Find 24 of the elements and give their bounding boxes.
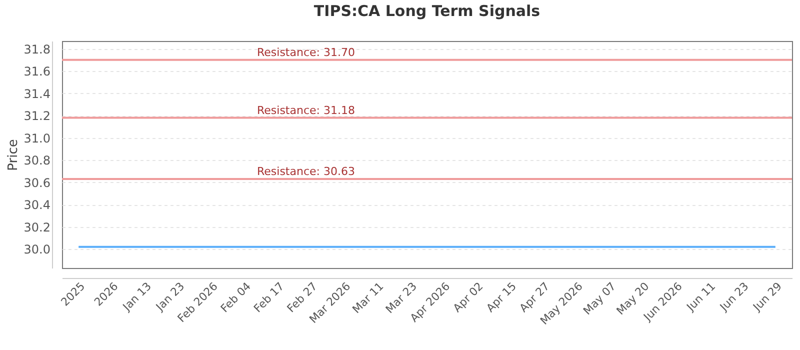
chart-title: TIPS:CA Long Term Signals	[314, 2, 540, 20]
x-tick-label: Jun 23	[716, 280, 752, 314]
y-tick-label: 31.4	[24, 86, 50, 101]
ref-line-label: Resistance: 31.18	[257, 104, 355, 117]
y-tick-label: 31.2	[24, 109, 50, 124]
y-tick-label: 30.2	[24, 220, 50, 234]
y-tick-label: 31.6	[24, 64, 50, 79]
x-tick-label: Jun 29	[750, 280, 784, 314]
ref-line-label: Resistance: 31.70	[257, 46, 355, 59]
x-tick-label: Jun 11	[684, 280, 718, 314]
y-tick-label: 31.8	[24, 42, 50, 56]
ref-line-label: Resistance: 30.63	[257, 164, 355, 178]
y-tick-label: 31.0	[24, 131, 50, 146]
y-tick-label: 30.0	[24, 242, 50, 257]
y-tick-label: 30.4	[24, 198, 50, 212]
y-tick-label: 30.6	[24, 176, 50, 190]
x-tick-label: Mar 11	[350, 280, 386, 316]
x-tick-label: Feb 04	[218, 280, 254, 316]
x-tick-label: Jan 13	[120, 280, 154, 314]
x-tick-label: Apr 02	[450, 280, 486, 315]
y-axis-title: Price	[6, 139, 21, 171]
y-tick-label: 30.8	[24, 154, 50, 168]
x-tick-label: Apr 15	[484, 280, 519, 315]
x-tick-label: Feb 17	[251, 280, 287, 316]
